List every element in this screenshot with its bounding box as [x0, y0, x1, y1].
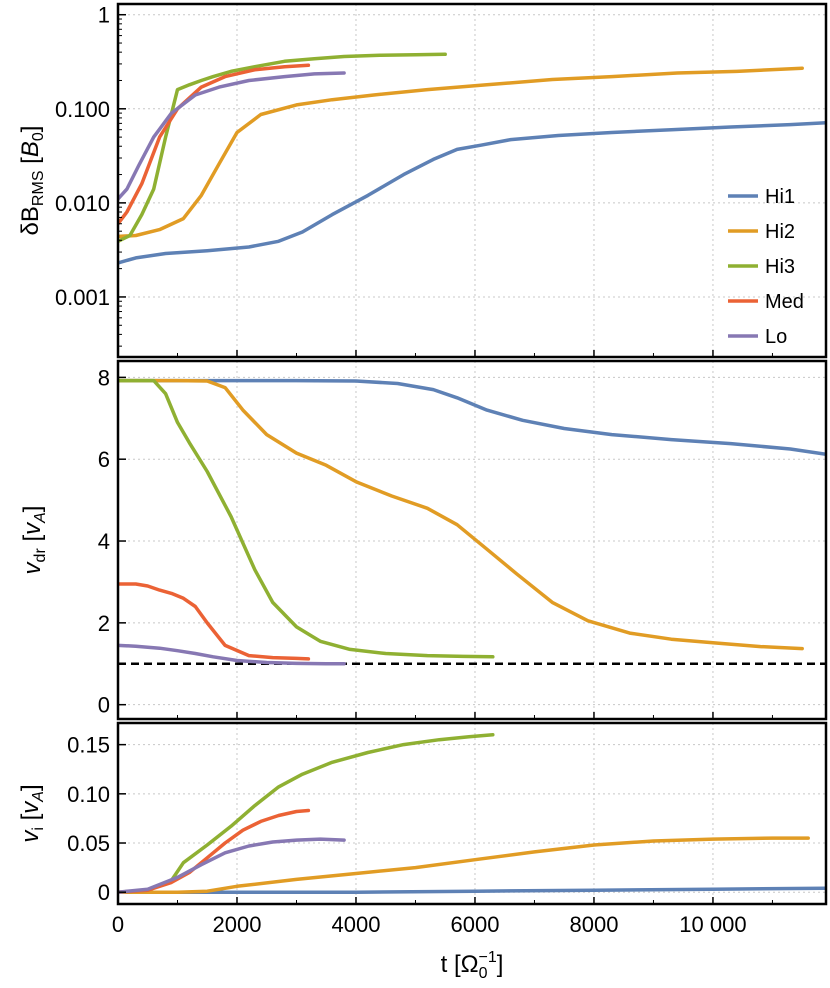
series-line-hi3 [118, 52, 447, 244]
y-axis-title: vdr [vA] [19, 506, 49, 575]
series-group [118, 52, 826, 265]
legend-label-hi3: Hi3 [765, 256, 795, 278]
series-line-hi1 [118, 121, 826, 265]
series-group [118, 733, 826, 894]
series-line-hi2 [118, 378, 804, 651]
y-tick-label: 0.05 [67, 831, 110, 856]
x-tick-label: 6000 [450, 912, 499, 937]
y-tick-label: 0 [98, 693, 110, 718]
series-line-hi2 [118, 66, 804, 239]
series-line-hi3 [118, 378, 495, 659]
y-tick-label: 2 [98, 611, 110, 636]
panel-middle: 0 2 4 6 8 vdr [vA] [19, 359, 828, 721]
legend: Hi1 Hi2 Hi3 Med Lo [728, 186, 804, 348]
legend-label-med: Med [765, 291, 804, 313]
y-tick-label: 4 [98, 529, 110, 554]
x-tick-label: 4000 [332, 912, 381, 937]
x-tick-label: 10 000 [679, 912, 746, 937]
panel-frame [116, 2, 828, 359]
series-line-lo [118, 837, 346, 894]
series-line-hi2 [118, 836, 810, 894]
series-line-med [118, 808, 311, 894]
y-axis-title: vi [vA] [17, 784, 47, 842]
y-axis-title: δBRMS [B0] [17, 126, 47, 236]
series-line-med [118, 582, 311, 661]
x-axis-title: t [Ω0−1] [441, 949, 504, 982]
panel-bottom: 0 0.05 0.10 0.15 vi [vA] [17, 721, 828, 906]
y-tick-label: 0.100 [55, 97, 110, 122]
legend-label-hi2: Hi2 [765, 221, 795, 243]
panel-frame [116, 721, 828, 906]
series-group [118, 378, 826, 666]
panel-frame [116, 359, 828, 721]
y-tick-label: 0.10 [67, 782, 110, 807]
series-line-hi1 [118, 378, 826, 457]
x-tick-label: 2000 [213, 912, 262, 937]
y-tick-label: 8 [98, 365, 110, 390]
x-tick-label: 0 [112, 912, 124, 937]
series-line-hi1 [118, 886, 826, 894]
y-tick-label: 6 [98, 447, 110, 472]
panel-top: 0.001 0.010 0.100 1 δBRMS [B0] [17, 2, 828, 359]
series-line-lo [118, 71, 346, 201]
y-tick-label: 0.15 [67, 733, 110, 758]
legend-label-lo: Lo [765, 326, 787, 348]
series-line-hi3 [118, 733, 495, 894]
series-line-lo [118, 643, 346, 666]
y-tick-label: 0.010 [55, 191, 110, 216]
y-tick-label: 0 [98, 880, 110, 905]
legend-label-hi1: Hi1 [765, 186, 795, 208]
y-tick-label: 0.001 [55, 285, 110, 310]
x-tick-label: 8000 [569, 912, 618, 937]
y-tick-label: 1 [98, 3, 110, 28]
